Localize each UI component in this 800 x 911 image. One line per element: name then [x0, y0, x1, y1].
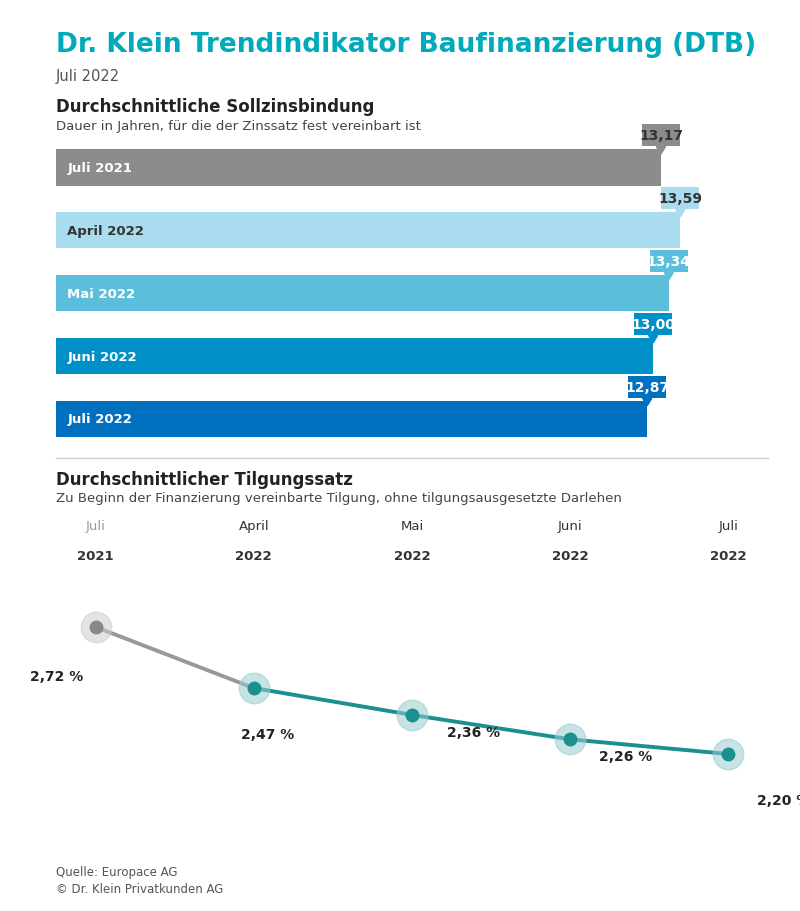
Bar [56, 275, 669, 312]
Bar [56, 338, 653, 375]
Text: 2022: 2022 [710, 549, 746, 562]
Text: 13,34: 13,34 [646, 255, 690, 269]
Text: 2,72 %: 2,72 % [30, 669, 83, 682]
Text: 13,17: 13,17 [639, 129, 683, 143]
Text: 2021: 2021 [78, 549, 114, 562]
Text: Dauer in Jahren, für die der Zinssatz fest vereinbart ist: Dauer in Jahren, für die der Zinssatz fe… [56, 120, 421, 133]
Text: 2022: 2022 [394, 549, 430, 562]
Bar [634, 313, 672, 336]
Text: Dr. Klein Trendindikator Baufinanzierung (DTB): Dr. Klein Trendindikator Baufinanzierung… [56, 32, 756, 58]
Text: Mai 2022: Mai 2022 [67, 287, 136, 301]
Text: Mai: Mai [400, 520, 424, 533]
Text: Juni: Juni [558, 520, 582, 533]
Bar [56, 212, 680, 250]
Text: 13,00: 13,00 [631, 318, 675, 332]
Text: Juni 2022: Juni 2022 [67, 350, 137, 363]
Text: Zu Beginn der Finanzierung vereinbarte Tilgung, ohne tilgungsausgesetzte Darlehe: Zu Beginn der Finanzierung vereinbarte T… [56, 492, 622, 505]
Polygon shape [642, 399, 652, 406]
Text: 2,20 %: 2,20 % [757, 793, 800, 807]
Text: 12,87: 12,87 [625, 381, 670, 394]
Text: 2022: 2022 [235, 549, 272, 562]
Bar [662, 188, 699, 210]
Bar [56, 149, 661, 187]
Text: Juli 2022: Juli 2022 [56, 69, 120, 84]
Text: Juli 2021: Juli 2021 [67, 161, 132, 175]
Bar [628, 376, 666, 399]
Text: 2,36 %: 2,36 % [447, 725, 500, 739]
Text: 2022: 2022 [552, 549, 589, 562]
Polygon shape [664, 273, 674, 281]
Polygon shape [656, 148, 666, 155]
Text: Durchschnittliche Sollzinsbindung: Durchschnittliche Sollzinsbindung [56, 97, 374, 116]
Polygon shape [676, 210, 685, 218]
Text: Juli: Juli [86, 520, 106, 533]
Text: Durchschnittlicher Tilgungssatz: Durchschnittlicher Tilgungssatz [56, 470, 353, 488]
Text: Juli 2022: Juli 2022 [67, 413, 132, 426]
Text: April 2022: April 2022 [67, 224, 144, 238]
Text: 2,26 %: 2,26 % [598, 750, 652, 763]
Text: 13,59: 13,59 [658, 192, 702, 206]
Bar [650, 251, 688, 273]
Text: © Dr. Klein Privatkunden AG: © Dr. Klein Privatkunden AG [56, 882, 223, 895]
Text: Juli: Juli [718, 520, 738, 533]
Text: Quelle: Europace AG: Quelle: Europace AG [56, 865, 178, 878]
Text: 2,47 %: 2,47 % [241, 727, 294, 742]
Bar [642, 125, 680, 148]
Text: April: April [238, 520, 269, 533]
Bar [56, 401, 647, 438]
Polygon shape [649, 336, 658, 343]
